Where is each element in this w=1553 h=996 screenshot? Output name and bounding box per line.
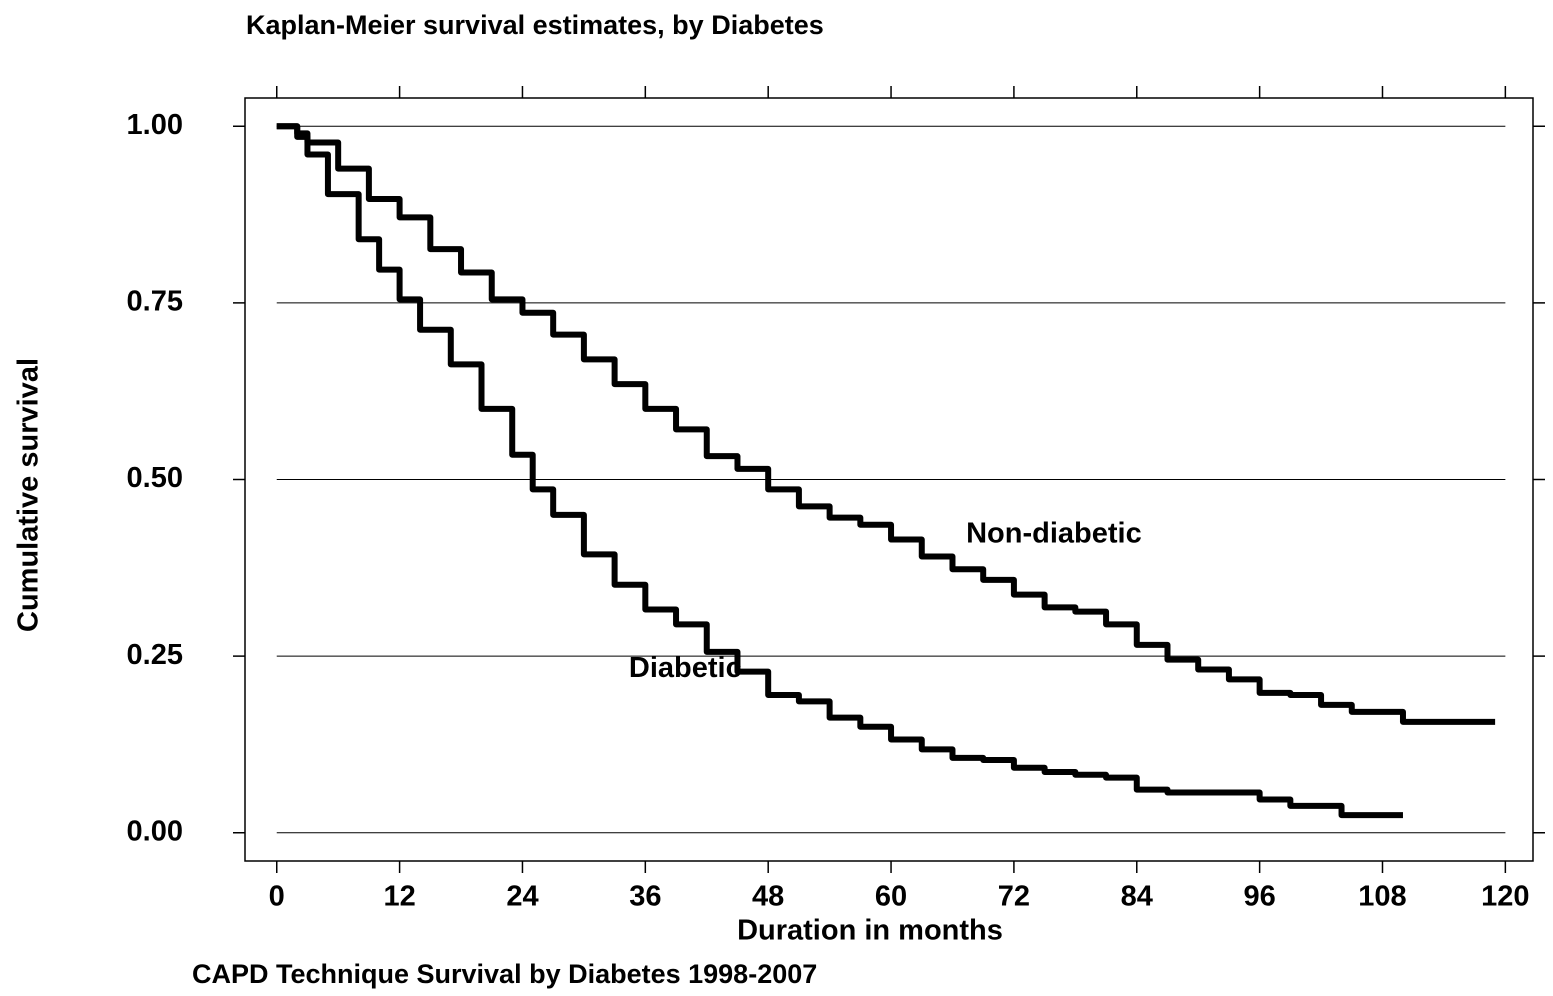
y-tick-label: 0.50 <box>127 462 183 494</box>
y-tick-label: 0.75 <box>127 286 183 318</box>
x-tick-label: 36 <box>629 881 661 913</box>
chart-title: Kaplan-Meier survival estimates, by Diab… <box>246 10 824 40</box>
y-tick-label: 0.00 <box>127 815 183 847</box>
caption: CAPD Technique Survival by Diabetes 1998… <box>192 959 817 989</box>
y-tick-label: 1.00 <box>127 109 183 141</box>
x-tick-label: 72 <box>998 881 1030 913</box>
x-tick-label: 0 <box>269 881 285 913</box>
series-label: Non-diabetic <box>966 517 1142 549</box>
y-axis-label: Cumulative survival <box>13 358 45 632</box>
x-tick-label: 24 <box>506 881 538 913</box>
x-tick-label: 84 <box>1121 881 1153 913</box>
series-label: Diabetic <box>629 652 742 684</box>
survival-line <box>276 123 1403 819</box>
x-tick-label: 108 <box>1358 881 1406 913</box>
x-axis-label: Duration in months <box>737 915 1003 947</box>
x-tick-label: 12 <box>383 881 415 913</box>
x-tick-label: 96 <box>1243 881 1275 913</box>
survival-line <box>276 123 1496 725</box>
y-tick-label: 0.25 <box>127 639 183 671</box>
x-tick-label: 120 <box>1481 881 1529 913</box>
x-tick-label: 48 <box>752 881 784 913</box>
x-tick-label: 60 <box>875 881 907 913</box>
